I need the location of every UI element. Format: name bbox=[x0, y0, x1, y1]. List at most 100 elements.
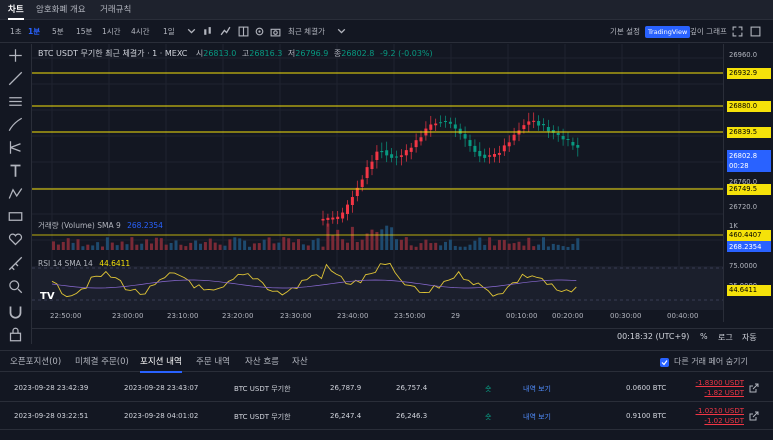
layout-icon[interactable] bbox=[238, 26, 249, 37]
candle bbox=[346, 204, 349, 214]
candle bbox=[448, 121, 452, 124]
tab-open-orders[interactable]: 미체결 주문(0) bbox=[75, 357, 129, 367]
chevron-down-icon[interactable] bbox=[186, 26, 197, 37]
timeframe-1d[interactable]: 1일 bbox=[163, 27, 175, 36]
hide-others-label[interactable]: 다른 거래 페어 숨기기 bbox=[674, 357, 748, 366]
settings-icon[interactable] bbox=[254, 26, 265, 37]
candle bbox=[429, 124, 433, 130]
time-tick: 23:30:00 bbox=[280, 312, 312, 320]
tab-position-history[interactable]: 포지션 내역 bbox=[140, 351, 182, 373]
timeframe-1m[interactable]: 1분 bbox=[28, 27, 41, 36]
volume-bar bbox=[76, 239, 80, 250]
magnet-icon[interactable] bbox=[8, 304, 23, 319]
candle bbox=[444, 121, 447, 123]
time-axis[interactable]: 22:50:00 23:00:00 23:10:00 23:20:00 23:30:00… bbox=[32, 310, 723, 324]
close-value: 26802.8 bbox=[341, 49, 375, 58]
brush-icon[interactable] bbox=[8, 117, 23, 132]
price-axis[interactable]: 26960.0 26932.9 26880.0 26839.5 26802.8 … bbox=[723, 44, 773, 322]
tradingview-button[interactable]: TradingView bbox=[645, 26, 691, 38]
rsi-pane-background bbox=[32, 266, 723, 310]
tab-chart[interactable]: 차트 bbox=[8, 0, 24, 20]
candle bbox=[522, 125, 526, 130]
basic-settings-button[interactable]: 기본 설정 bbox=[610, 27, 640, 36]
expand-icon[interactable] bbox=[750, 26, 761, 37]
crosshair-icon[interactable] bbox=[8, 48, 23, 63]
level-tag: 26839.5 bbox=[727, 127, 771, 138]
share-icon[interactable] bbox=[749, 411, 759, 421]
volume-bar bbox=[478, 237, 482, 250]
text-icon[interactable] bbox=[8, 163, 23, 178]
hide-others-checkbox[interactable] bbox=[660, 358, 669, 367]
tab-assets[interactable]: 자산 bbox=[292, 357, 308, 367]
view-detail-link[interactable]: 내역 보기 bbox=[523, 413, 551, 421]
trend-line-icon[interactable] bbox=[8, 71, 23, 86]
symbol-cell: BTC USDT 무기한 bbox=[234, 413, 291, 421]
chevron-down-icon[interactable] bbox=[336, 26, 347, 37]
pattern-icon[interactable] bbox=[8, 186, 23, 201]
candle bbox=[375, 151, 379, 160]
tab-asset-flow[interactable]: 자산 흐름 bbox=[245, 357, 279, 367]
tab-crypto-overview[interactable]: 암호화폐 개요 bbox=[36, 5, 86, 15]
tab-trade-rules[interactable]: 거래규칙 bbox=[100, 5, 132, 15]
indicators-icon[interactable] bbox=[220, 26, 231, 37]
percent-toggle[interactable]: % bbox=[700, 332, 708, 341]
log-toggle[interactable]: 로그 bbox=[718, 333, 733, 342]
volume-bar bbox=[414, 246, 418, 250]
candle bbox=[542, 124, 545, 126]
volume-bar bbox=[61, 241, 65, 250]
candle-type-icon[interactable] bbox=[202, 26, 213, 37]
zoom-icon[interactable] bbox=[8, 279, 23, 294]
symbol-cell: BTC USDT 무기한 bbox=[234, 385, 291, 393]
volume-bar bbox=[179, 244, 183, 250]
volume-bar bbox=[488, 237, 492, 250]
volume-legend-label: 거래량 (Volume) SMA 9 bbox=[38, 221, 121, 230]
candle bbox=[556, 133, 560, 135]
symbol-title[interactable]: BTC USDT 무기한 최근 체결가 · 1 · MEXC bbox=[38, 49, 188, 58]
ruler-icon[interactable] bbox=[8, 256, 23, 271]
clock-readout[interactable]: 00:18:32 (UTC+9) bbox=[617, 332, 690, 341]
timeframe-5m[interactable]: 5분 bbox=[52, 27, 64, 36]
rsi-legend[interactable]: RSI 14 SMA 14 44.6411 bbox=[38, 259, 130, 268]
timeframe-15m[interactable]: 15분 bbox=[76, 27, 93, 36]
auto-toggle[interactable]: 자동 bbox=[742, 333, 757, 342]
volume-bar bbox=[96, 242, 100, 250]
measure-icon[interactable] bbox=[8, 209, 23, 224]
volume-legend[interactable]: 거래량 (Volume) SMA 9 268.2354 bbox=[38, 220, 163, 231]
depth-chart-button[interactable]: 깊이 그래프 bbox=[690, 27, 727, 36]
share-icon[interactable] bbox=[749, 383, 759, 393]
favorite-icon[interactable] bbox=[8, 232, 23, 247]
volume-bar bbox=[257, 243, 261, 250]
camera-icon[interactable] bbox=[270, 26, 281, 37]
tab-open-positions[interactable]: 오픈포지션(0) bbox=[10, 357, 62, 367]
volume-bar bbox=[86, 244, 90, 250]
fullscreen-icon[interactable] bbox=[732, 26, 743, 37]
price-type-dropdown[interactable]: 최근 체결가 bbox=[288, 27, 325, 36]
volume-legend-value: 268.2354 bbox=[127, 221, 163, 230]
price-tick: 26720.0 bbox=[729, 203, 758, 211]
volume-bar bbox=[277, 242, 281, 250]
tab-order-history[interactable]: 주문 내역 bbox=[196, 357, 230, 367]
volume-bar bbox=[135, 244, 139, 250]
volume-bar bbox=[150, 243, 153, 250]
rsi-sma-line bbox=[51, 279, 577, 289]
price-chart[interactable]: TV bbox=[32, 44, 723, 322]
time-tick: 23:10:00 bbox=[167, 312, 199, 320]
volume-bar bbox=[208, 238, 212, 250]
price-tick: 26960.0 bbox=[729, 51, 758, 59]
low-value: 26796.9 bbox=[295, 49, 329, 58]
candle bbox=[483, 154, 487, 158]
pitchfork-icon[interactable] bbox=[8, 140, 23, 155]
candle bbox=[551, 130, 555, 133]
chart-canvas[interactable]: TV bbox=[32, 44, 723, 322]
open-time-cell: 2023-09-28 23:42:39 bbox=[14, 384, 89, 392]
horizontal-lines-icon[interactable] bbox=[8, 94, 23, 109]
volume-bar bbox=[154, 237, 158, 250]
low-label: 저 bbox=[287, 49, 296, 58]
lock-icon[interactable] bbox=[8, 327, 23, 342]
candle bbox=[434, 123, 438, 126]
volume-bar bbox=[439, 245, 443, 250]
timeframe-1h[interactable]: 1시간 bbox=[102, 27, 121, 36]
timeframe-4h[interactable]: 4시간 bbox=[131, 27, 150, 36]
view-detail-link[interactable]: 내역 보기 bbox=[523, 385, 551, 393]
timeframe-1s[interactable]: 1초 bbox=[10, 27, 22, 36]
